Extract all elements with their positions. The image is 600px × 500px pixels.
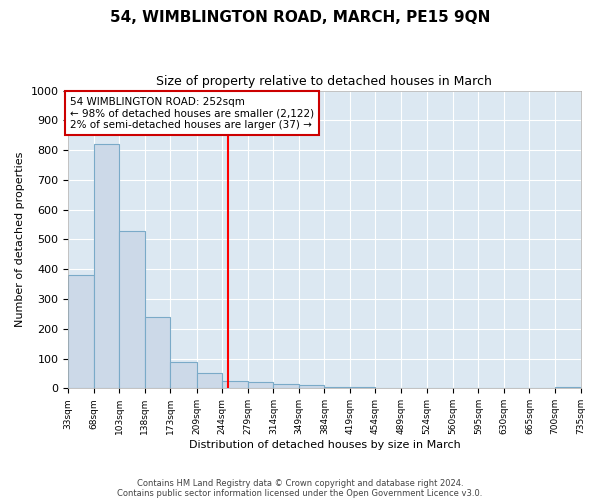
Y-axis label: Number of detached properties: Number of detached properties [15,152,25,327]
Bar [68,275,94,388]
Bar [145,317,170,388]
Bar [197,374,222,388]
Title: Size of property relative to detached houses in March: Size of property relative to detached ho… [157,75,493,88]
Bar [299,386,325,388]
Bar [325,387,350,388]
Bar [170,362,197,388]
Bar [222,381,248,388]
Bar [119,230,145,388]
Bar [94,144,119,388]
Text: Contains public sector information licensed under the Open Government Licence v3: Contains public sector information licen… [118,488,482,498]
Text: 54 WIMBLINGTON ROAD: 252sqm
← 98% of detached houses are smaller (2,122)
2% of s: 54 WIMBLINGTON ROAD: 252sqm ← 98% of det… [70,96,314,130]
X-axis label: Distribution of detached houses by size in March: Distribution of detached houses by size … [188,440,460,450]
Bar [274,384,299,388]
Text: 54, WIMBLINGTON ROAD, MARCH, PE15 9QN: 54, WIMBLINGTON ROAD, MARCH, PE15 9QN [110,10,490,25]
Text: Contains HM Land Registry data © Crown copyright and database right 2024.: Contains HM Land Registry data © Crown c… [137,478,463,488]
Bar [248,382,274,388]
